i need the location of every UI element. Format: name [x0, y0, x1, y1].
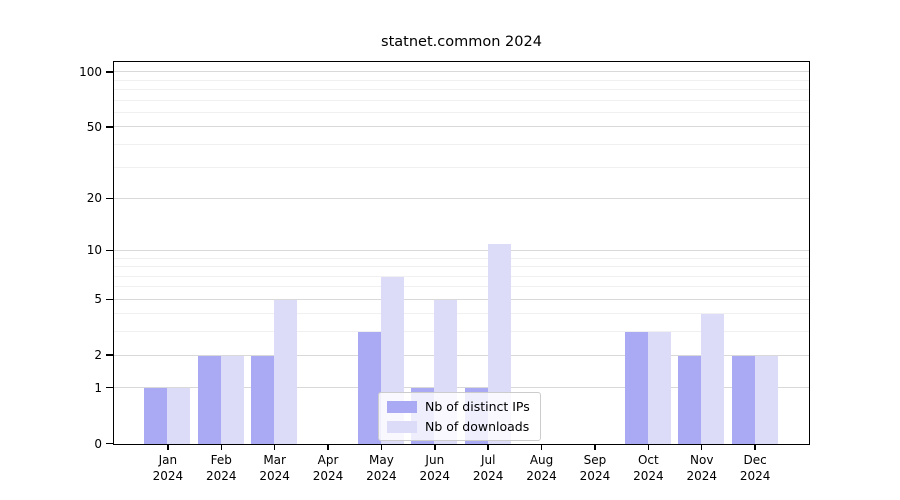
gridline-minor: [114, 99, 809, 101]
gridline-minor: [114, 144, 809, 146]
gridline-minor: [114, 89, 809, 91]
gridline-major: [114, 249, 809, 251]
bar-distinct-ips-oct: [624, 332, 648, 444]
x-tick-mark: [487, 443, 489, 450]
chart-title: statnet.common 2024: [381, 34, 542, 50]
y-tick-mark: [106, 442, 113, 445]
gridline-minor: [114, 166, 809, 168]
bar-downloads-mar: [274, 299, 298, 444]
legend-swatch-distinct-ips: [387, 400, 417, 413]
y-tick-mark: [106, 249, 113, 252]
gridline-minor: [114, 313, 809, 315]
gridline-major: [114, 354, 809, 356]
bar-distinct-ips-nov: [678, 355, 702, 444]
bar-distinct-ips-jan: [144, 388, 168, 444]
x-tick-mark: [434, 443, 436, 450]
legend-swatch-downloads: [387, 420, 417, 433]
x-tick-label: Jan 2024: [152, 453, 184, 483]
x-tick-mark: [700, 443, 703, 450]
y-tick-label: 1: [94, 380, 102, 395]
x-tick-mark: [273, 443, 276, 450]
legend-label-distinct-ips: Nb of distinct IPs: [425, 399, 530, 414]
x-tick-label: May 2024: [366, 453, 397, 483]
x-tick-label: Oct 2024: [633, 453, 664, 483]
legend-item-distinct-ips: Nb of distinct IPs: [387, 399, 530, 414]
bar-distinct-ips-dec: [731, 355, 755, 444]
gridline-minor: [114, 257, 809, 259]
plot-area: [113, 61, 810, 445]
y-tick-mark: [106, 298, 113, 300]
gridline-minor: [114, 275, 809, 277]
gridline-major: [114, 298, 809, 300]
x-tick-label: Dec 2024: [739, 453, 771, 483]
x-tick-label: Sep 2024: [579, 453, 611, 483]
x-tick-label: Nov 2024: [686, 453, 717, 483]
y-tick-label: 20: [86, 191, 102, 206]
bar-distinct-ips-feb: [197, 355, 221, 444]
bar-downloads-oct: [647, 332, 671, 444]
x-tick-label: Jul 2024: [472, 453, 504, 483]
x-tick-mark: [754, 443, 756, 450]
gridline-major: [114, 197, 809, 199]
y-tick-mark: [106, 126, 113, 128]
gridline-minor: [114, 112, 809, 114]
x-tick-mark: [647, 443, 650, 450]
x-tick-label: Apr 2024: [312, 453, 344, 483]
y-tick-mark: [106, 354, 113, 356]
gridline-minor: [114, 286, 809, 288]
gridline-major: [114, 126, 809, 128]
legend-label-downloads: Nb of downloads: [425, 419, 530, 434]
y-tick-label: 5: [94, 292, 102, 307]
x-tick-mark: [540, 443, 543, 450]
bar-distinct-ips-mar: [251, 355, 275, 444]
y-tick-mark: [106, 71, 113, 73]
x-tick-label: Aug 2024: [526, 453, 557, 483]
bar-downloads-nov: [701, 314, 725, 444]
y-tick-label: 10: [86, 243, 102, 258]
y-tick-label: 2: [94, 348, 102, 363]
bar-distinct-ips-may: [357, 332, 381, 444]
bar-downloads-jan: [167, 388, 191, 444]
bar-downloads-dec: [754, 355, 778, 444]
y-tick-label: 0: [94, 436, 102, 451]
x-tick-mark: [327, 443, 329, 450]
y-tick-label: 100: [79, 64, 102, 79]
x-tick-label: Mar 2024: [259, 453, 290, 483]
y-tick-label: 50: [86, 119, 102, 134]
bar-downloads-feb: [220, 355, 244, 444]
y-tick-mark: [106, 386, 113, 389]
x-tick-label: Jun 2024: [419, 453, 451, 483]
x-tick-mark: [594, 443, 596, 450]
y-tick-mark: [106, 197, 113, 200]
gridline-major: [114, 71, 809, 73]
x-tick-label: Feb 2024: [205, 453, 237, 483]
gridline-minor: [114, 266, 809, 268]
gridline-minor: [114, 79, 809, 81]
legend-item-downloads: Nb of downloads: [387, 419, 530, 434]
x-tick-mark: [380, 443, 383, 450]
legend: Nb of distinct IPs Nb of downloads: [378, 392, 541, 441]
gridline-major: [114, 387, 809, 389]
x-tick-mark: [167, 443, 169, 450]
x-tick-mark: [220, 443, 223, 450]
gridline-minor: [114, 331, 809, 333]
